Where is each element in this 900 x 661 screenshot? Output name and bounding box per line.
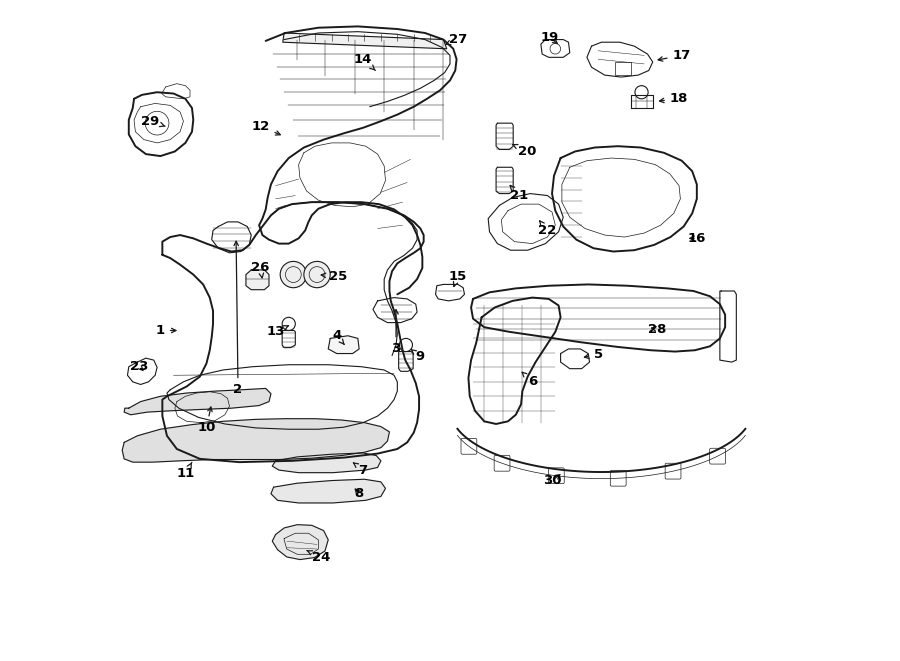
Text: 22: 22: [538, 221, 556, 237]
Text: 17: 17: [658, 49, 691, 62]
Polygon shape: [283, 33, 446, 49]
Text: 13: 13: [266, 325, 288, 338]
Text: 5: 5: [584, 348, 603, 361]
Text: 2: 2: [233, 241, 243, 396]
Text: 4: 4: [332, 329, 345, 344]
Text: 8: 8: [355, 487, 364, 500]
Text: 20: 20: [513, 145, 537, 158]
Text: 6: 6: [522, 372, 537, 389]
Text: 3: 3: [392, 309, 400, 356]
Text: 21: 21: [510, 186, 528, 202]
Polygon shape: [271, 479, 385, 503]
Polygon shape: [328, 336, 359, 354]
Text: 11: 11: [176, 462, 194, 481]
Text: 1: 1: [156, 324, 176, 337]
Text: 9: 9: [410, 349, 425, 364]
Text: 7: 7: [354, 463, 368, 477]
Text: 18: 18: [660, 93, 688, 105]
Text: 15: 15: [449, 270, 467, 286]
Polygon shape: [124, 389, 271, 414]
Text: 10: 10: [197, 407, 216, 434]
Text: 26: 26: [251, 262, 270, 278]
Text: 27: 27: [446, 33, 467, 46]
Text: 24: 24: [307, 551, 331, 564]
Polygon shape: [273, 453, 381, 473]
Text: 23: 23: [130, 360, 148, 373]
Text: 29: 29: [141, 115, 165, 128]
Text: 16: 16: [688, 232, 706, 245]
Bar: [615, 62, 631, 75]
Text: 30: 30: [543, 474, 562, 487]
Text: 14: 14: [354, 53, 375, 71]
Polygon shape: [122, 418, 390, 462]
Text: 19: 19: [541, 31, 559, 44]
Text: 28: 28: [648, 323, 667, 336]
Text: 12: 12: [251, 120, 280, 135]
Polygon shape: [273, 525, 328, 560]
Circle shape: [280, 261, 307, 288]
Text: 25: 25: [321, 270, 347, 283]
Polygon shape: [246, 270, 269, 290]
Circle shape: [304, 261, 330, 288]
